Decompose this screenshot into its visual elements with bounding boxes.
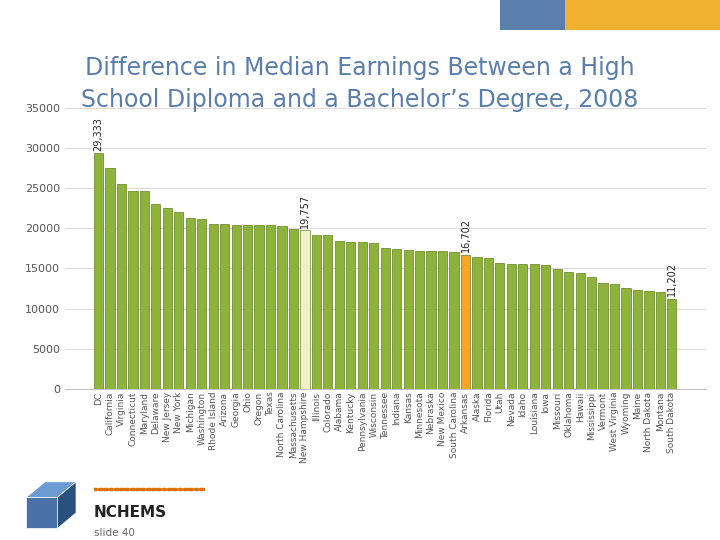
Bar (575, 273, 585, 389)
Bar (289, 229, 298, 389)
Bar (140, 191, 149, 389)
Bar (254, 225, 264, 389)
Bar (587, 277, 596, 389)
Bar (564, 272, 573, 389)
Bar (381, 248, 390, 389)
Bar (449, 252, 459, 389)
Bar (300, 230, 310, 389)
Bar (323, 235, 333, 389)
Bar (415, 251, 424, 389)
Bar (461, 255, 470, 389)
Bar (346, 241, 356, 389)
Bar (656, 292, 665, 389)
Bar (472, 257, 482, 389)
Bar (266, 225, 275, 389)
Bar (644, 291, 654, 389)
Bar (163, 208, 172, 389)
Bar (495, 263, 505, 389)
Text: 11,202: 11,202 (667, 262, 677, 296)
Bar (358, 242, 367, 389)
Text: 29,333: 29,333 (94, 117, 104, 151)
Bar (220, 224, 229, 389)
Bar (667, 299, 677, 389)
Bar (598, 283, 608, 389)
Bar (438, 251, 447, 389)
Bar (426, 251, 436, 389)
Bar (403, 250, 413, 389)
Text: slide 40: slide 40 (94, 528, 135, 538)
Bar (128, 191, 138, 389)
Bar (117, 184, 126, 389)
Bar (553, 269, 562, 389)
Bar (312, 235, 321, 389)
Bar (392, 249, 401, 389)
Polygon shape (27, 497, 58, 528)
Bar (186, 218, 195, 389)
Bar (232, 225, 240, 389)
Text: 16,702: 16,702 (461, 218, 470, 252)
Text: Difference in Median Earnings Between a High
School Diploma and a Bachelor’s Deg: Difference in Median Earnings Between a … (81, 56, 639, 111)
Bar (484, 258, 493, 389)
Bar (277, 226, 287, 389)
Bar (621, 288, 631, 389)
Bar (197, 219, 207, 389)
Bar (530, 265, 539, 389)
Bar (94, 153, 103, 389)
Bar (541, 265, 550, 389)
Bar (151, 204, 161, 389)
Bar (105, 168, 114, 389)
Bar (507, 264, 516, 389)
Bar (610, 284, 619, 389)
Polygon shape (27, 482, 76, 497)
Bar (209, 224, 217, 389)
Bar (369, 242, 378, 389)
Text: 19,757: 19,757 (300, 194, 310, 228)
Bar (518, 265, 527, 389)
Text: NCHEMS: NCHEMS (94, 505, 167, 520)
Bar (335, 241, 344, 389)
Bar (633, 290, 642, 389)
Bar (243, 225, 252, 389)
Polygon shape (58, 482, 76, 528)
Bar (174, 212, 184, 389)
